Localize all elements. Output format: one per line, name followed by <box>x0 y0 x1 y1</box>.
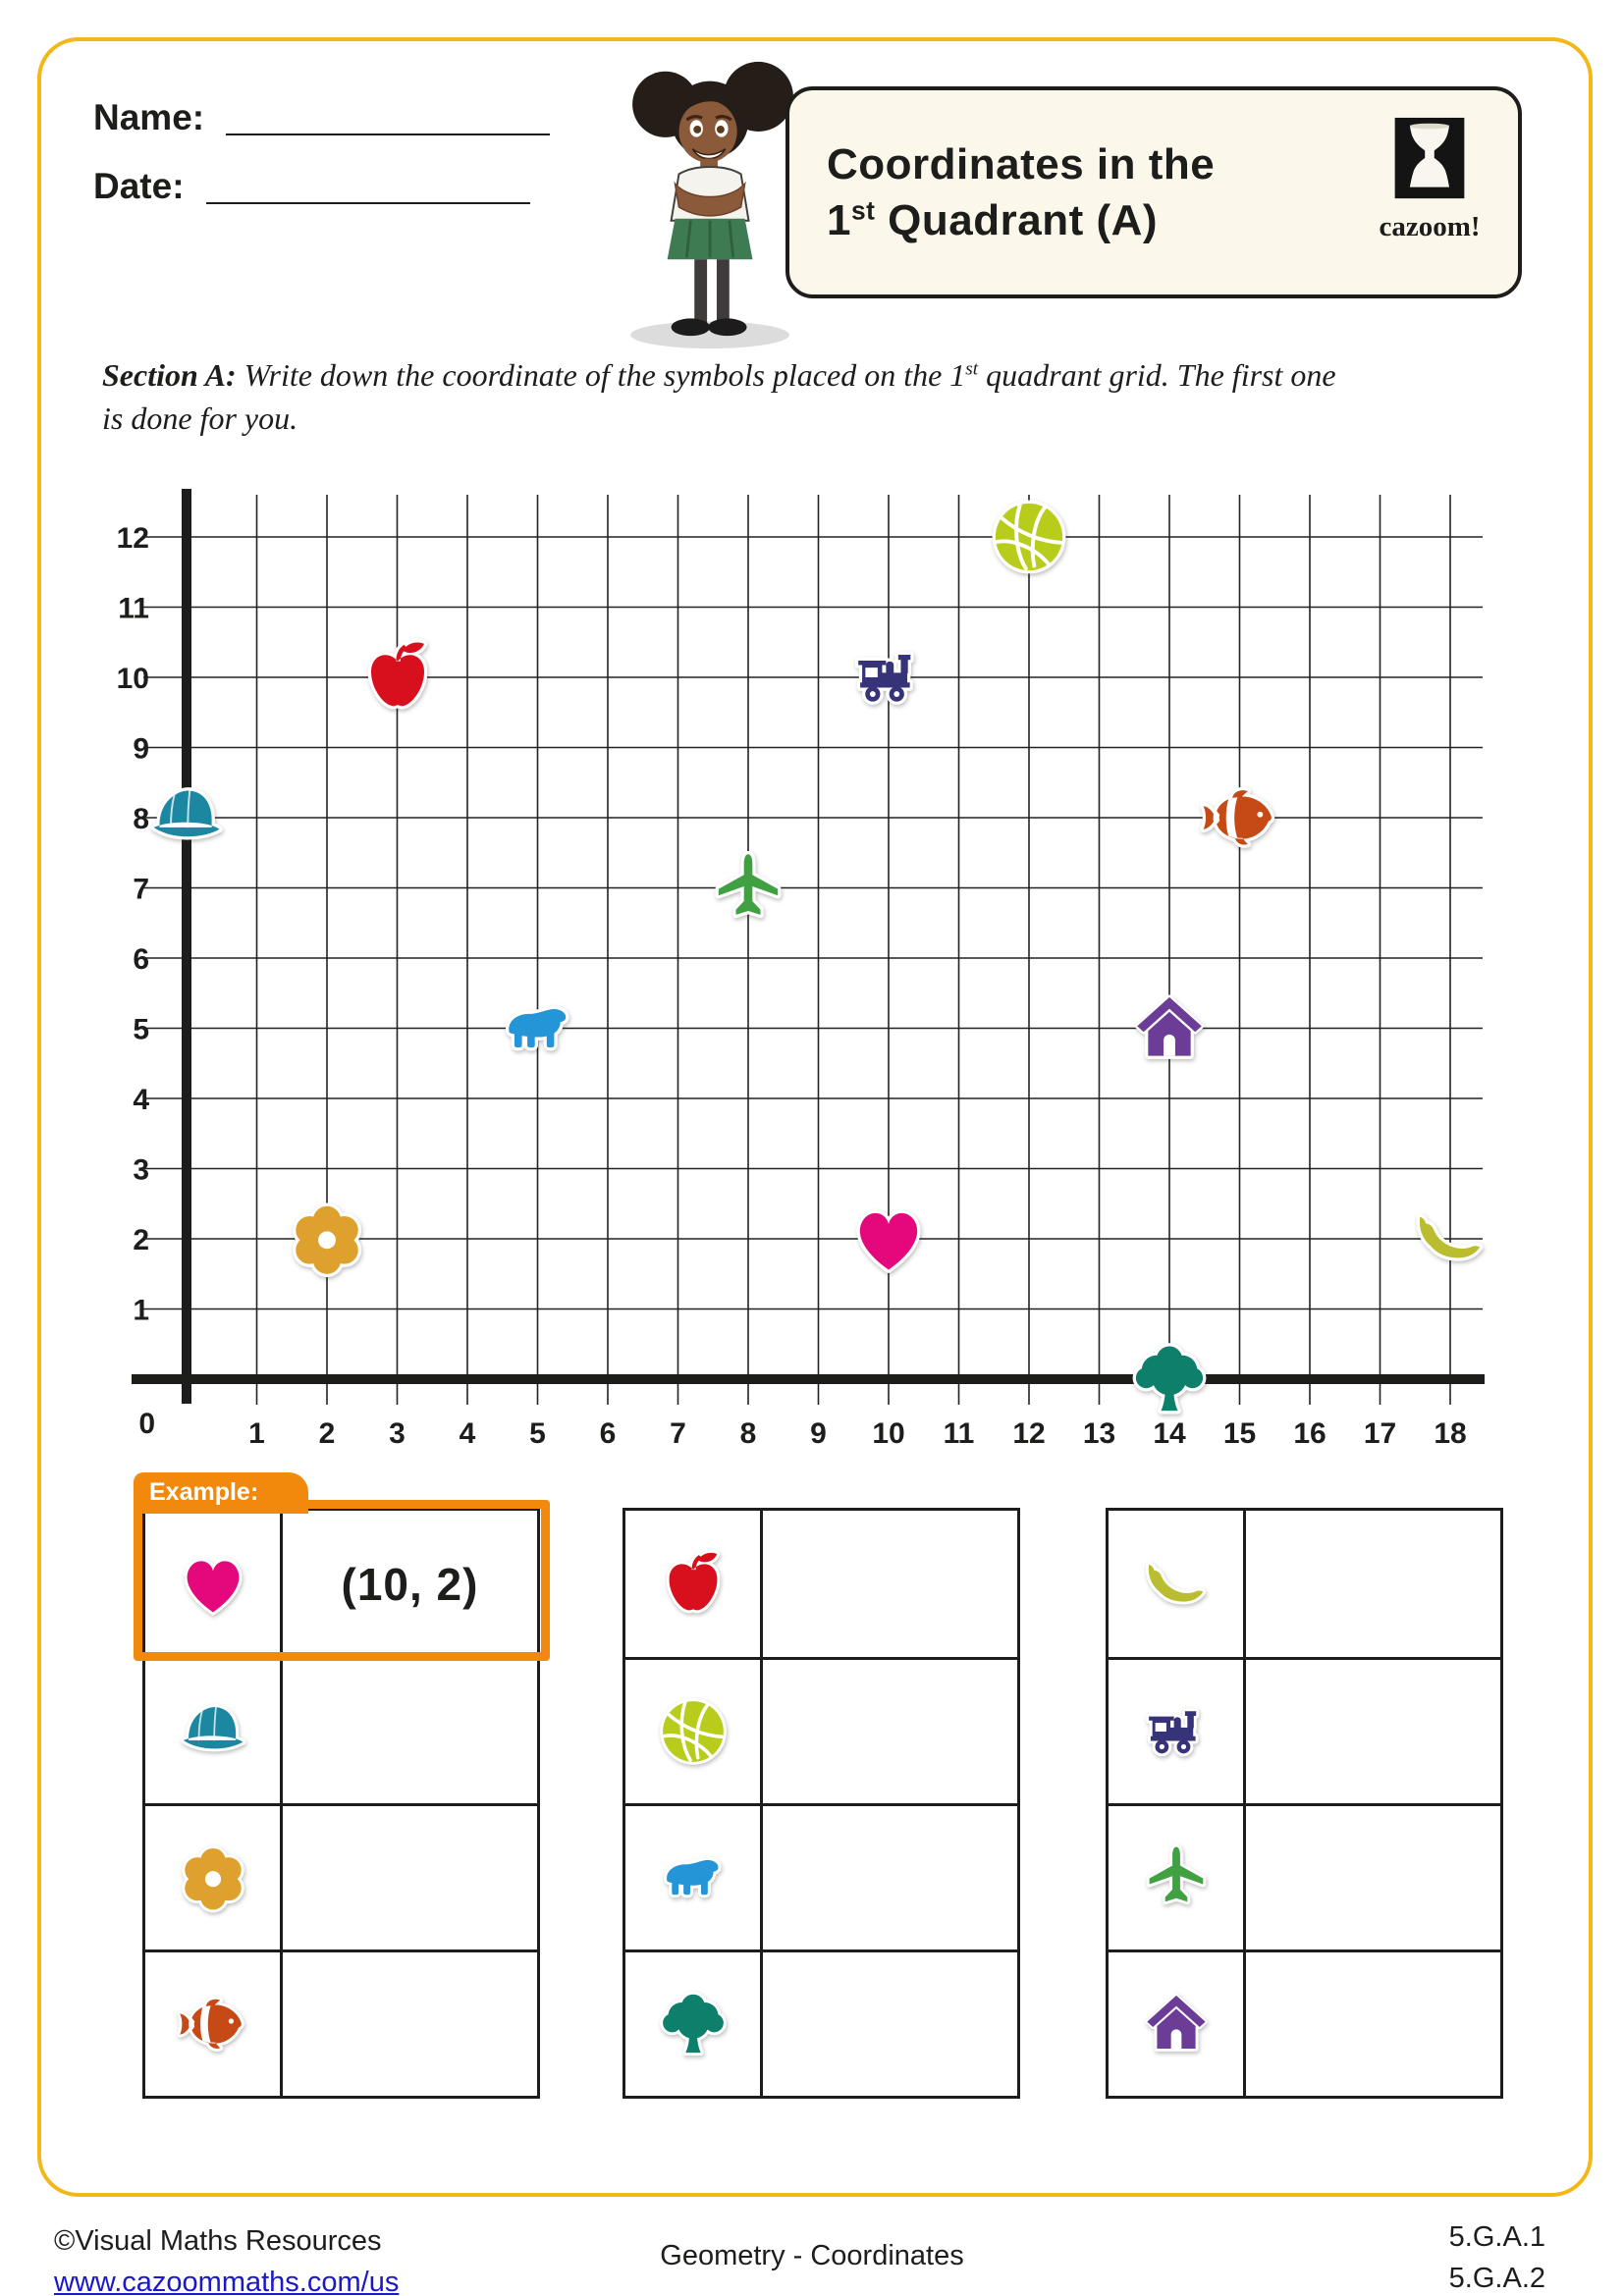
apple-icon <box>656 1547 731 1622</box>
drum-icon <box>1394 117 1465 199</box>
table-row-plane <box>1109 1803 1500 1949</box>
answer-table-1: (10, 2) <box>142 1508 540 2099</box>
heart-icon <box>847 1198 930 1280</box>
date-label: Date: <box>93 166 185 206</box>
answer-cell-fish[interactable] <box>283 1952 537 2096</box>
symbol-cell-fish <box>145 1952 283 2096</box>
answer-cell-basketball[interactable] <box>763 1660 1017 1803</box>
table-row-bear <box>625 1803 1017 1949</box>
grid-point-apple <box>356 636 439 719</box>
symbol-cell-basketball <box>625 1660 763 1803</box>
grid-point-basketball <box>988 496 1070 578</box>
table-row-fish <box>145 1949 537 2096</box>
table-row-cap <box>145 1657 537 1803</box>
bear-icon <box>497 988 579 1070</box>
cap-icon <box>145 776 228 859</box>
page-title: Coordinates in the 1st Quadrant (A) <box>827 139 1216 244</box>
girl-illustration <box>630 61 793 348</box>
table-row-apple <box>625 1511 1017 1657</box>
table-row-banana <box>1109 1511 1500 1657</box>
answer-cell-bear[interactable] <box>763 1806 1017 1949</box>
grid-point-fish <box>1199 776 1281 859</box>
answer-cell-tree[interactable] <box>763 1952 1017 2096</box>
grid-point-train <box>847 636 930 719</box>
date-row: Date: <box>93 167 530 204</box>
footer-left: ©Visual Maths Resources www.cazoommaths.… <box>54 2220 399 2296</box>
symbol-cell-tree <box>625 1952 763 2096</box>
banana-icon <box>1139 1547 1214 1622</box>
flower-icon <box>286 1198 368 1280</box>
symbol-cell-train <box>1109 1660 1246 1803</box>
table-row-house <box>1109 1949 1500 2096</box>
name-row: Name: <box>93 97 551 137</box>
table-row-heart: (10, 2) <box>145 1511 537 1657</box>
grid-point-house <box>1128 988 1211 1070</box>
section-label: Section A: <box>102 357 237 393</box>
grid-point-heart <box>847 1198 930 1280</box>
table-row-train <box>1109 1657 1500 1803</box>
symbol-cell-bear <box>625 1806 763 1949</box>
tree-icon <box>1128 1338 1211 1420</box>
flower-icon <box>176 1841 250 1915</box>
name-input-line[interactable] <box>226 98 551 135</box>
standard-2: 5.G.A.2 <box>1448 2263 1545 2295</box>
answer-cell-train[interactable] <box>1246 1660 1500 1803</box>
symbol-cell-banana <box>1109 1511 1246 1657</box>
symbol-cell-apple <box>625 1511 763 1657</box>
table-row-basketball <box>625 1657 1017 1803</box>
answer-cell-house[interactable] <box>1246 1952 1500 2096</box>
symbol-cell-house <box>1109 1952 1246 2096</box>
title-box: Coordinates in the 1st Quadrant (A) cazo… <box>785 86 1522 298</box>
bear-icon <box>656 1841 731 1915</box>
fish-icon <box>176 1987 250 2061</box>
train-icon <box>1139 1694 1214 1769</box>
basketball-icon <box>988 496 1070 578</box>
table-row-tree <box>625 1949 1017 2096</box>
standard-1: 5.G.A.1 <box>1448 2221 1545 2253</box>
answer-cell-apple[interactable] <box>763 1511 1017 1657</box>
date-input-line[interactable] <box>205 167 530 204</box>
symbol-cell-plane <box>1109 1806 1246 1949</box>
answer-cell-plane[interactable] <box>1246 1806 1500 1949</box>
heart-icon <box>176 1547 250 1622</box>
table-row-flower <box>145 1803 537 1949</box>
answer-table-2 <box>623 1508 1020 2099</box>
footer-standards: 5.G.A.1 5.G.A.2 <box>1449 2216 1545 2296</box>
train-icon <box>847 636 930 719</box>
answer-table-3 <box>1106 1508 1503 2099</box>
footer-topic: Geometry - Coordinates <box>660 2240 964 2271</box>
symbol-cell-heart <box>145 1511 283 1657</box>
fish-icon <box>1199 776 1281 859</box>
plane-icon <box>1139 1841 1214 1915</box>
grid-point-flower <box>286 1198 368 1280</box>
copyright-text: ©Visual Maths Resources <box>54 2225 382 2257</box>
banana-icon <box>1409 1198 1491 1280</box>
apple-icon <box>356 636 439 719</box>
grid-point-tree <box>1128 1338 1211 1420</box>
cap-icon <box>176 1694 250 1769</box>
basketball-icon <box>656 1694 731 1769</box>
symbol-cell-cap <box>145 1660 283 1803</box>
house-icon <box>1139 1987 1214 2061</box>
cazoom-logo: cazoom! <box>1371 114 1489 243</box>
grid-point-bear <box>497 988 579 1070</box>
name-label: Name: <box>93 97 205 137</box>
example-tab: Example: <box>134 1472 308 1514</box>
grid-point-cap <box>145 776 228 859</box>
house-icon <box>1128 988 1211 1070</box>
answer-cell-banana[interactable] <box>1246 1511 1500 1657</box>
section-a-instructions: Section A: Write down the coordinate of … <box>102 357 1336 437</box>
grid-point-banana <box>1409 1198 1491 1280</box>
tree-icon <box>656 1987 731 2061</box>
answer-cell-flower[interactable] <box>283 1806 537 1949</box>
plane-icon <box>707 847 789 930</box>
website-link[interactable]: www.cazoommaths.com/us <box>54 2267 400 2296</box>
page-border <box>37 37 1593 2197</box>
answer-cell-cap[interactable] <box>283 1660 537 1803</box>
example-answer: (10, 2) <box>341 1558 479 1610</box>
symbol-cell-flower <box>145 1806 283 1949</box>
grid-point-plane <box>707 847 789 930</box>
logo-wordmark: cazoom! <box>1379 211 1481 242</box>
